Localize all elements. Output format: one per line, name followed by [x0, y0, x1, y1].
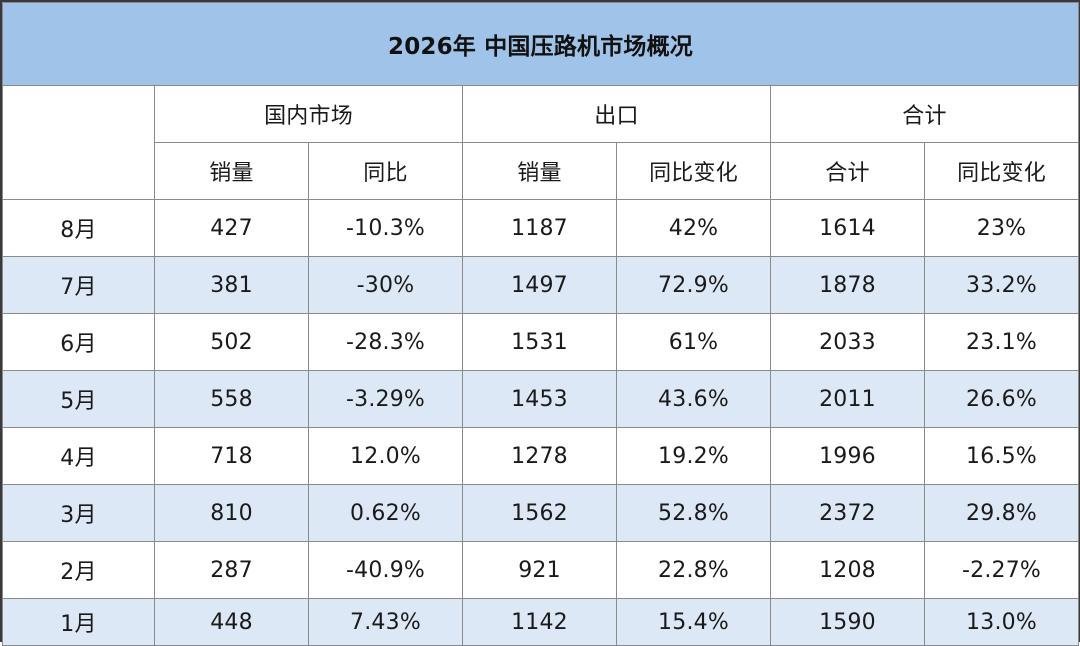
total-yoy-cell: 29.8% [924, 484, 1079, 542]
group-header-total: 合计 [770, 85, 1079, 143]
month-cell: 7月 [2, 256, 155, 314]
domestic-sales-cell: 558 [154, 370, 309, 428]
total-yoy-cell: 23.1% [924, 313, 1079, 371]
group-header-domestic: 国内市场 [154, 85, 463, 143]
table-row: 8月 427 -10.3% 1187 42% 1614 23% [2, 199, 1079, 257]
export-sales-cell: 1187 [462, 199, 617, 257]
export-sales-cell: 1497 [462, 256, 617, 314]
total-sum-cell: 1996 [770, 427, 925, 485]
export-sales-cell: 1278 [462, 427, 617, 485]
table-row: 7月 381 -30% 1497 72.9% 1878 33.2% [2, 256, 1079, 314]
export-yoy-cell: 52.8% [616, 484, 771, 542]
table-row: 1月 448 7.43% 1142 15.4% 1590 13.0% [2, 598, 1079, 646]
corner-cell [2, 85, 155, 200]
export-yoy-cell: 15.4% [616, 598, 771, 646]
total-sum-cell: 1590 [770, 598, 925, 646]
month-cell: 6月 [2, 313, 155, 371]
domestic-sales-cell: 718 [154, 427, 309, 485]
domestic-yoy-cell: -3.29% [308, 370, 463, 428]
total-sum-cell: 2372 [770, 484, 925, 542]
domestic-yoy-cell: -40.9% [308, 541, 463, 599]
domestic-yoy-cell: 7.43% [308, 598, 463, 646]
table-row: 2月 287 -40.9% 921 22.8% 1208 -2.27% [2, 541, 1079, 599]
domestic-yoy-cell: -28.3% [308, 313, 463, 371]
table-row: 4月 718 12.0% 1278 19.2% 1996 16.5% [2, 427, 1079, 485]
month-cell: 3月 [2, 484, 155, 542]
total-yoy-cell: 33.2% [924, 256, 1079, 314]
sub-header-domestic-yoy: 同比 [308, 142, 463, 200]
total-sum-cell: 2011 [770, 370, 925, 428]
export-sales-cell: 1142 [462, 598, 617, 646]
total-sum-cell: 2033 [770, 313, 925, 371]
table-row: 5月 558 -3.29% 1453 43.6% 2011 26.6% [2, 370, 1079, 428]
total-yoy-cell: 26.6% [924, 370, 1079, 428]
sub-header-total-yoy: 同比变化 [924, 142, 1079, 200]
group-header-row: 国内市场 出口 合计 [2, 85, 1079, 200]
domestic-sales-cell: 810 [154, 484, 309, 542]
sub-header-export-sales: 销量 [462, 142, 617, 200]
total-yoy-cell: 16.5% [924, 427, 1079, 485]
domestic-yoy-cell: -30% [308, 256, 463, 314]
table-title: 2026年 中国压路机市场概况 [2, 2, 1079, 86]
month-cell: 1月 [2, 598, 155, 646]
table-row: 3月 810 0.62% 1562 52.8% 2372 29.8% [2, 484, 1079, 542]
domestic-yoy-cell: -10.3% [308, 199, 463, 257]
total-yoy-cell: 23% [924, 199, 1079, 257]
export-yoy-cell: 43.6% [616, 370, 771, 428]
export-yoy-cell: 19.2% [616, 427, 771, 485]
sub-header-row: 销量 同比 销量 同比变化 合计 同比变化 [3, 142, 1079, 200]
month-cell: 4月 [2, 427, 155, 485]
export-sales-cell: 921 [462, 541, 617, 599]
month-cell: 2月 [2, 541, 155, 599]
sub-header-total-sum: 合计 [770, 142, 925, 200]
domestic-sales-cell: 381 [154, 256, 309, 314]
group-header-export: 出口 [462, 85, 771, 143]
total-yoy-cell: -2.27% [924, 541, 1079, 599]
domestic-sales-cell: 287 [154, 541, 309, 599]
total-sum-cell: 1614 [770, 199, 925, 257]
domestic-yoy-cell: 0.62% [308, 484, 463, 542]
domestic-sales-cell: 502 [154, 313, 309, 371]
export-yoy-cell: 42% [616, 199, 771, 257]
title-row: 2026年 中国压路机市场概况 [2, 2, 1079, 86]
total-sum-cell: 1208 [770, 541, 925, 599]
export-yoy-cell: 61% [616, 313, 771, 371]
total-yoy-cell: 13.0% [924, 598, 1079, 646]
table-row: 6月 502 -28.3% 1531 61% 2033 23.1% [2, 313, 1079, 371]
export-sales-cell: 1531 [462, 313, 617, 371]
domestic-yoy-cell: 12.0% [308, 427, 463, 485]
export-sales-cell: 1562 [462, 484, 617, 542]
export-yoy-cell: 22.8% [616, 541, 771, 599]
domestic-sales-cell: 427 [154, 199, 309, 257]
month-cell: 5月 [2, 370, 155, 428]
domestic-sales-cell: 448 [154, 598, 309, 646]
sub-header-domestic-sales: 销量 [154, 142, 309, 200]
total-sum-cell: 1878 [770, 256, 925, 314]
export-yoy-cell: 72.9% [616, 256, 771, 314]
sub-header-export-yoy: 同比变化 [616, 142, 771, 200]
export-sales-cell: 1453 [462, 370, 617, 428]
month-cell: 8月 [2, 199, 155, 257]
